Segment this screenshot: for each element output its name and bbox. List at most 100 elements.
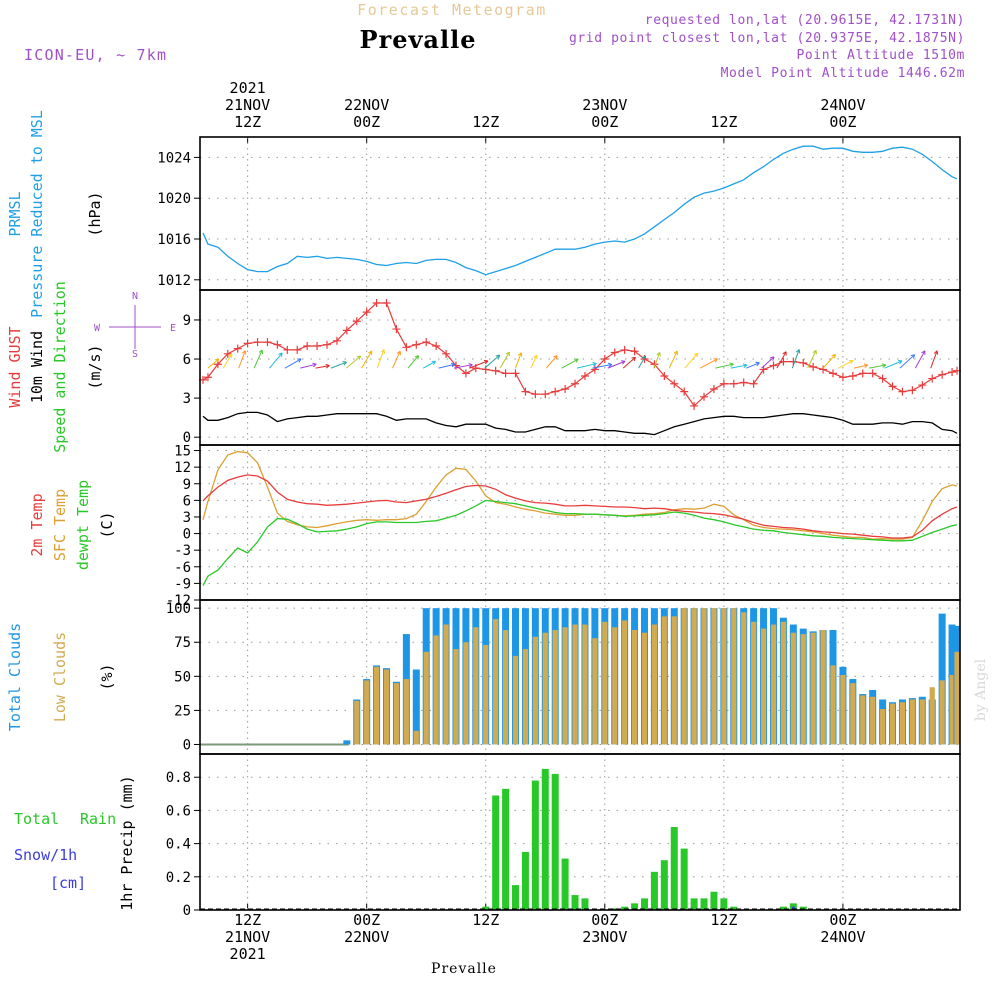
low-cloud-bar xyxy=(949,674,955,745)
gust-marker xyxy=(948,368,957,377)
model-label: ICON-EU, ~ 7km xyxy=(24,46,167,64)
gust-marker xyxy=(253,338,262,347)
gust-marker xyxy=(442,349,451,358)
pressure-label-2: Pressure Reduced to MSL xyxy=(28,110,46,318)
wind-arrow-head xyxy=(693,352,699,358)
wind-arrow-head xyxy=(312,362,317,368)
y-tick-label: -12 xyxy=(166,593,191,609)
low-clouds-label: Low Clouds xyxy=(51,632,69,722)
y-tick-label: 0 xyxy=(183,737,191,753)
gust-marker xyxy=(719,379,728,388)
y-tick-label: 9 xyxy=(183,477,191,493)
top-time-label: 24NOV xyxy=(820,96,865,114)
low-cloud-bar xyxy=(741,612,747,745)
low-cloud-bar xyxy=(512,655,519,745)
gust-marker xyxy=(352,317,361,326)
pressure-panel: 1012 1016 1020 1024 xyxy=(157,136,961,291)
low-cloud-bar xyxy=(582,624,588,745)
low-cloud-bar xyxy=(463,642,469,745)
bottom-time-label: 24NOV xyxy=(820,928,865,946)
low-cloud-bar xyxy=(830,665,836,745)
wind-arrow-head xyxy=(553,355,558,360)
gust-marker xyxy=(283,345,292,354)
top-time-label: 12Z xyxy=(710,113,737,131)
top-time-label: 23NOV xyxy=(582,96,627,114)
wind-arrow-head xyxy=(729,362,734,367)
low-cloud-bar xyxy=(840,674,846,745)
low-cloud-bar xyxy=(641,632,648,745)
low-cloud-bar xyxy=(453,649,459,745)
gust-marker xyxy=(700,392,709,401)
gust-marker xyxy=(799,358,808,367)
gust-marker xyxy=(511,369,520,378)
y-tick-label: 0.4 xyxy=(166,837,191,853)
gust-marker xyxy=(709,384,718,393)
y-tick-label: 6 xyxy=(183,352,191,368)
gust-marker xyxy=(590,365,599,374)
bottom-time-label: 00Z xyxy=(591,911,618,929)
wind-arrow xyxy=(730,364,747,369)
wind10m-label: 10m Wind xyxy=(28,331,46,403)
gust-marker xyxy=(243,339,252,348)
wind-arrow xyxy=(392,350,401,369)
wind-arrow xyxy=(469,360,489,369)
gust-marker xyxy=(263,338,272,347)
gust-marker xyxy=(422,338,431,347)
low-cloud-bar xyxy=(790,632,796,745)
gust-marker xyxy=(729,379,738,388)
clouds-panel: 0 25 50 75 100 xyxy=(166,599,961,755)
y-tick-label: 3 xyxy=(183,510,191,526)
wind-arrow xyxy=(853,364,868,369)
gust-marker xyxy=(868,369,877,378)
wind-arrow xyxy=(684,352,699,369)
rain-bar xyxy=(799,906,807,910)
precip-snow-label: Snow/1h xyxy=(14,846,77,864)
precip-total-label: Total xyxy=(14,810,59,828)
low-cloud-bar xyxy=(939,680,945,745)
low-cloud-bar xyxy=(651,624,658,745)
gust-marker xyxy=(918,381,927,390)
low-cloud-bar xyxy=(889,703,896,745)
wind-arrow-head xyxy=(342,361,347,366)
dewpoint-line xyxy=(202,499,958,586)
wind-arrow-head xyxy=(933,350,939,355)
pressure-label-1: PRMSL xyxy=(6,191,24,236)
low-cloud-bar xyxy=(780,621,786,745)
low-cloud-bar xyxy=(502,629,509,745)
gust-marker xyxy=(848,371,857,380)
point-altitude: Point Altitude 1510m xyxy=(796,48,965,63)
gust-marker xyxy=(670,379,679,388)
pressure-line xyxy=(202,145,958,276)
gust-marker xyxy=(491,366,500,375)
wind-arrow-head xyxy=(620,360,626,365)
wind-arrow xyxy=(330,361,347,369)
rain-bar xyxy=(492,795,500,910)
low-cloud-bar xyxy=(721,608,727,745)
grid-point-coordinates: grid point closest lon,lat (20.9375E, 42… xyxy=(569,31,965,46)
rain-bar xyxy=(512,885,520,910)
wind-arrow-head xyxy=(897,359,903,365)
low-cloud-bar xyxy=(954,651,960,745)
low-cloud-bar xyxy=(661,616,667,745)
rain-bar xyxy=(730,906,738,910)
wind-arrow-head xyxy=(713,358,718,363)
gust-marker xyxy=(273,340,282,349)
wind-arrow-head xyxy=(278,352,283,357)
gust-marker xyxy=(233,344,242,353)
wind-arrow-head xyxy=(742,363,748,368)
wind-arrow-head xyxy=(848,360,854,365)
gust-marker xyxy=(551,387,560,396)
top-time-label: 21NOV xyxy=(225,96,270,114)
top-time-label: 22NOV xyxy=(344,96,389,114)
gust-marker xyxy=(898,387,907,396)
low-cloud-bar xyxy=(711,608,717,745)
low-cloud-bar xyxy=(770,624,777,745)
compass-north: N xyxy=(132,291,138,302)
low-cloud-bar xyxy=(860,695,866,745)
gust-marker xyxy=(293,345,302,354)
wind10m-line xyxy=(202,411,958,436)
snow-bar xyxy=(791,906,795,910)
low-cloud-bar xyxy=(760,628,767,745)
y-tick-label: 0.6 xyxy=(166,803,191,819)
